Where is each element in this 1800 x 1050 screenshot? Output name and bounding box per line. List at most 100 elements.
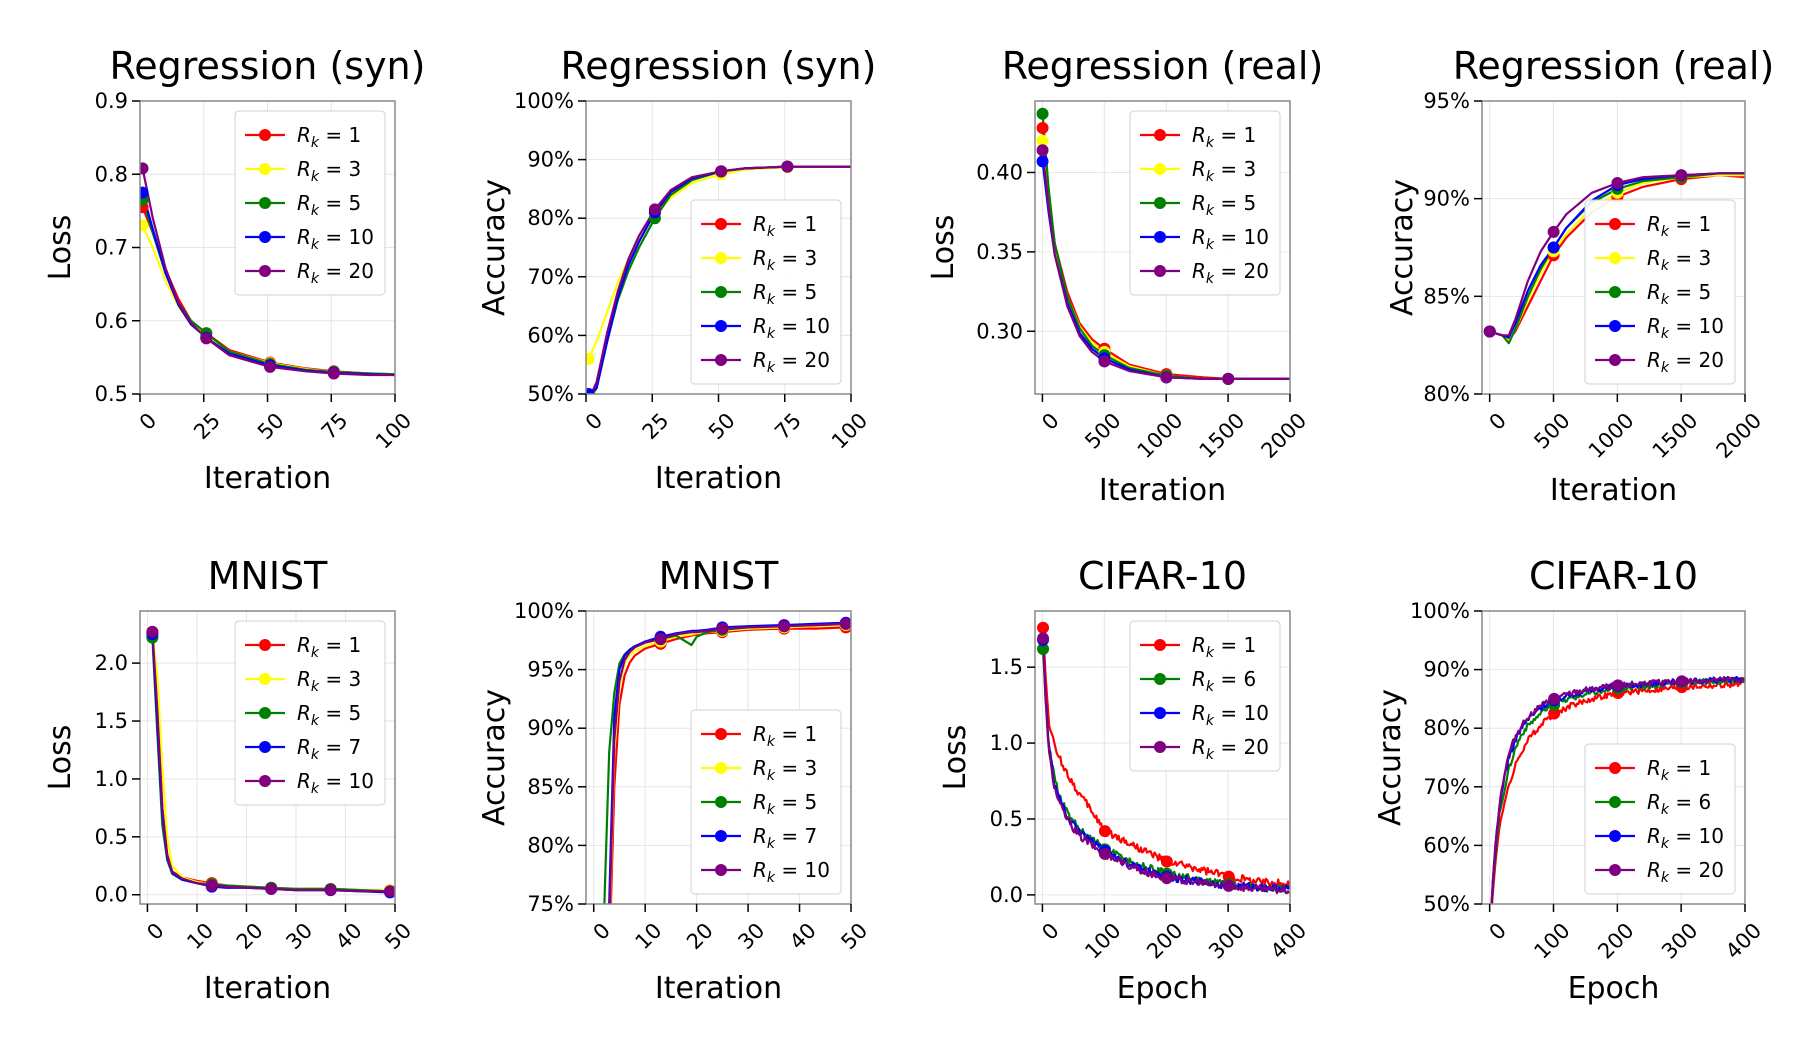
y-tick-label: 60% xyxy=(527,323,574,347)
y-tick-label: 0.0 xyxy=(95,883,128,907)
data-point-red xyxy=(1036,121,1049,134)
legend-swatch-marker xyxy=(1154,197,1166,209)
chart-title: CIFAR-10 xyxy=(1529,554,1698,598)
y-tick-label: 1.0 xyxy=(95,767,128,791)
legend: Rk = 1 Rk = 3 Rk = 5 Rk = 7 Rk = 10 xyxy=(234,620,386,806)
data-point-purple xyxy=(1037,632,1050,645)
x-tick-label: 400 xyxy=(1721,918,1766,963)
legend-label: Rk = 20 xyxy=(1192,259,1269,287)
data-point-yellow xyxy=(586,352,595,365)
x-tick-label: 0 xyxy=(589,918,615,944)
legend-swatch-marker xyxy=(1154,129,1166,141)
data-point-purple xyxy=(1222,372,1235,385)
y-tick-label: 100% xyxy=(514,89,574,113)
x-tick-label: 40 xyxy=(785,918,821,954)
x-tick-label: 50 xyxy=(836,918,872,954)
data-point-purple xyxy=(200,332,213,345)
x-tick-label: 0 xyxy=(135,408,161,434)
y-tick-label: 90% xyxy=(527,716,574,740)
x-axis-label: Iteration xyxy=(1550,473,1677,508)
data-point-purple xyxy=(715,165,728,178)
x-tick-label: 100 xyxy=(1529,918,1574,963)
legend-swatch-marker xyxy=(259,163,271,175)
data-point-purple xyxy=(654,633,667,646)
x-tick-label: 400 xyxy=(1266,918,1311,963)
y-tick-label: 1.5 xyxy=(95,709,128,733)
y-tick-label: 1.5 xyxy=(990,655,1023,679)
legend-swatch-marker xyxy=(1609,354,1621,366)
data-point-yellow xyxy=(1036,134,1049,147)
data-point-purple xyxy=(1675,169,1688,182)
data-point-purple xyxy=(1611,177,1624,190)
y-tick-label: 85% xyxy=(1423,284,1470,308)
chart-title: Regression (real) xyxy=(1453,44,1775,88)
chart-title: Regression (syn) xyxy=(561,44,877,88)
y-axis-label: Loss xyxy=(43,725,78,791)
x-tick-label: 300 xyxy=(1204,918,1249,963)
chart-title: MNIST xyxy=(208,554,329,598)
y-tick-label: 0.0 xyxy=(990,883,1023,907)
legend-swatch-marker xyxy=(1609,864,1621,876)
legend-label: Rk = 10 xyxy=(753,314,830,342)
series-group xyxy=(140,162,395,380)
legend-label: Rk = 1 xyxy=(1192,123,1256,151)
x-tick-label: 100 xyxy=(371,408,416,453)
y-tick-label: 70% xyxy=(527,265,574,289)
series-group xyxy=(586,160,851,394)
y-tick-label: 100% xyxy=(514,599,574,623)
y-tick-label: 90% xyxy=(1423,658,1470,682)
data-point-purple xyxy=(778,620,791,633)
legend-label: Rk = 7 xyxy=(297,735,361,763)
plot-frame xyxy=(585,610,852,905)
plot-frame xyxy=(1481,100,1746,395)
x-tick-label: 1000 xyxy=(1133,408,1188,463)
series-group xyxy=(1037,621,1290,895)
data-point-purple xyxy=(324,884,337,897)
x-tick-label: 50 xyxy=(704,408,740,444)
legend-swatch-marker xyxy=(715,762,727,774)
data-point-red xyxy=(1037,621,1050,634)
data-point-purple xyxy=(1611,679,1624,692)
y-tick-label: 0.5 xyxy=(95,382,128,406)
x-tick-label: 0 xyxy=(581,408,607,434)
x-axis-label: Iteration xyxy=(655,461,782,496)
y-axis-label: Accuracy xyxy=(1385,179,1420,316)
y-tick-label: 80% xyxy=(527,833,574,857)
data-point-purple xyxy=(205,879,218,892)
plot-frame xyxy=(139,610,396,905)
data-point-purple xyxy=(1098,355,1111,368)
legend-box xyxy=(1584,743,1736,895)
legend-swatch-marker xyxy=(715,286,727,298)
data-point-purple xyxy=(384,885,395,898)
chart-panel-5: 0 10 20 30 40 50 0.0 0.5 1.0 1.5 2.0 MNIST Iteration… xyxy=(43,554,416,1006)
legend-swatch-marker xyxy=(1609,830,1621,842)
legend-label: Rk = 1 xyxy=(297,123,361,151)
legend: Rk = 1 Rk = 6 Rk = 10 Rk = 20 xyxy=(1584,743,1736,895)
y-tick-label: 0.35 xyxy=(976,240,1023,264)
legend-swatch-marker xyxy=(259,197,271,209)
x-tick-label: 100 xyxy=(1080,918,1125,963)
legend-label: Rk = 3 xyxy=(753,246,817,274)
data-point-blue xyxy=(1036,155,1049,168)
x-tick-label: 10 xyxy=(631,918,667,954)
legend-label: Rk = 10 xyxy=(1192,701,1269,729)
y-tick-label: 0.30 xyxy=(976,319,1023,343)
legend-label: Rk = 20 xyxy=(297,259,374,287)
legend-label: Rk = 20 xyxy=(1647,348,1724,376)
y-tick-label: 50% xyxy=(1423,892,1470,916)
x-axis-label: Epoch xyxy=(1117,971,1209,1006)
data-point-purple xyxy=(264,360,277,373)
data-point-purple xyxy=(1222,879,1235,892)
x-tick-label: 25 xyxy=(189,408,225,444)
x-tick-label: 2000 xyxy=(1257,408,1312,463)
y-tick-label: 95% xyxy=(527,658,574,682)
y-tick-label: 0.9 xyxy=(95,89,128,113)
legend-label: Rk = 3 xyxy=(297,667,361,695)
legend-label: Rk = 7 xyxy=(753,824,817,852)
y-tick-label: 100% xyxy=(1410,599,1470,623)
legend-swatch-marker xyxy=(259,265,271,277)
legend-swatch-marker xyxy=(259,741,271,753)
data-point-purple xyxy=(716,622,729,635)
series-line-purple xyxy=(1489,172,1745,337)
